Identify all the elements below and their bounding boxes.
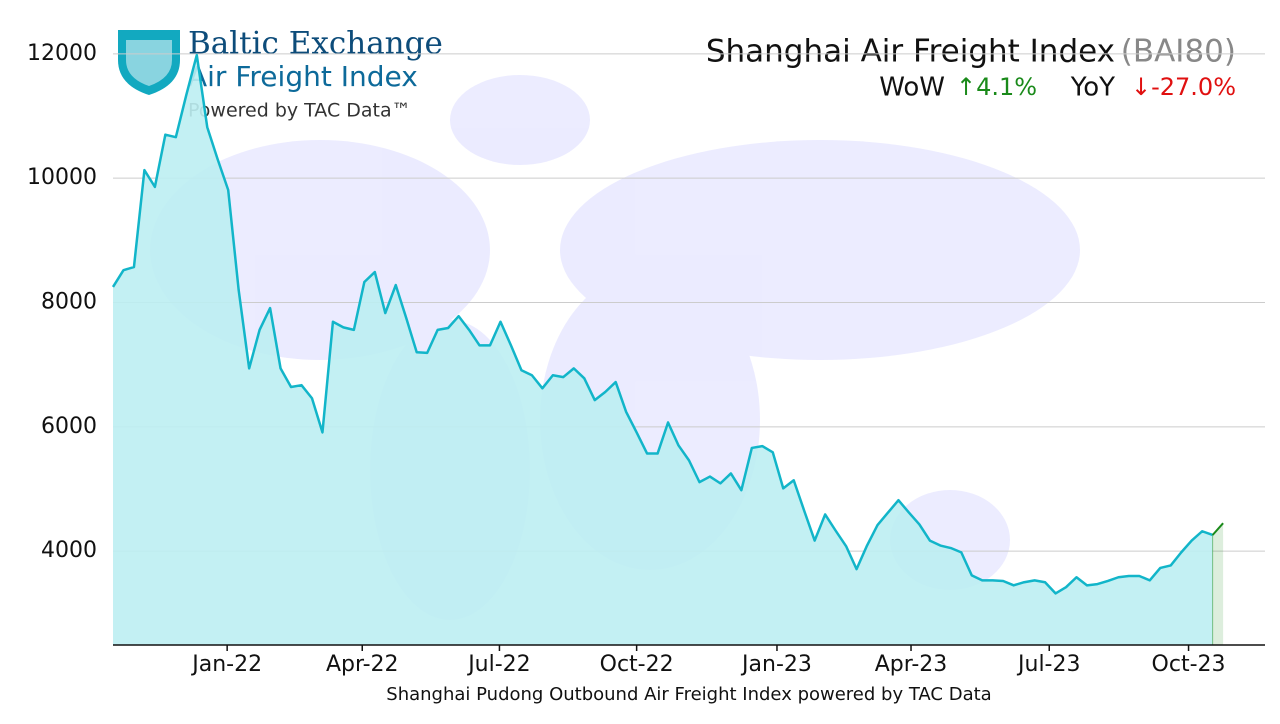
yoy-label: YoY [1070, 73, 1115, 103]
x-tick-label: Apr-23 [875, 652, 948, 677]
logo [118, 30, 180, 95]
x-tick-label: Jan-22 [190, 652, 262, 677]
index-code: (BAI80) [1121, 34, 1236, 70]
latest-area [1212, 523, 1224, 645]
latest-line [1211, 522, 1224, 536]
wow-label: WoW [879, 73, 945, 103]
y-tick-label: 10000 [27, 165, 97, 190]
x-tick-label: Jan-23 [740, 652, 812, 677]
y-tick-label: 12000 [27, 41, 97, 66]
x-tick-label: Jul-23 [1016, 652, 1080, 677]
brand-name: Baltic Exchange [188, 26, 443, 62]
area [113, 55, 1213, 646]
brand-powered: Powered by TAC Data™ [188, 100, 411, 122]
x-tick-label: Apr-22 [326, 652, 399, 677]
y-tick-label: 8000 [41, 290, 97, 315]
x-tick-label: Oct-22 [600, 652, 674, 677]
x-axis-label: Shanghai Pudong Outbound Air Freight Ind… [386, 684, 991, 705]
x-tick-label: Jul-22 [466, 652, 530, 677]
y-tick-label: 6000 [41, 414, 97, 439]
wow-change: ↑4.1% [956, 73, 1037, 101]
brand-product: Air Freight Index [188, 60, 418, 93]
x-tick-label: Oct-23 [1152, 652, 1226, 677]
plot [111, 53, 1265, 646]
line [111, 53, 1214, 595]
chart-title: Shanghai Air Freight Index [706, 34, 1115, 70]
yoy-change: ↓-27.0% [1131, 73, 1236, 101]
y-tick-label: 4000 [41, 538, 97, 563]
